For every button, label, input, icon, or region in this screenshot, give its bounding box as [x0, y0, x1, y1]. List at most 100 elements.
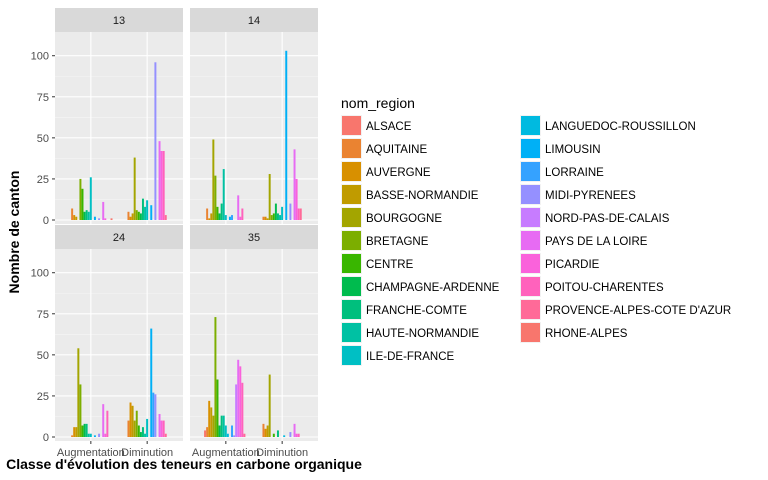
bar: [146, 200, 149, 220]
legend-swatch: [521, 162, 540, 181]
y-tick-label: 75: [37, 309, 49, 321]
bar: [299, 208, 302, 220]
bar: [293, 423, 296, 437]
x-tick-label: Augmentation: [57, 447, 125, 459]
legend-swatch: [342, 300, 361, 319]
facet-strip: [190, 8, 318, 32]
bar: [75, 427, 78, 437]
x-tick-label: Augmentation: [192, 447, 260, 459]
bar: [218, 425, 221, 437]
legend-item: LORRAINE: [520, 161, 604, 182]
legend-label: BASSE-NORMANDIE: [366, 190, 479, 202]
legend-item: FRANCHE-COMTE: [341, 299, 467, 320]
bar: [162, 420, 165, 437]
bar: [272, 213, 275, 220]
plot-background: [55, 249, 183, 441]
bar: [98, 218, 101, 220]
bar: [216, 206, 219, 220]
bar: [235, 384, 238, 437]
y-tick-label: 25: [37, 174, 49, 186]
bar: [164, 433, 167, 437]
legend: ALSACE AQUITAINE AUVERGNE BASSE-NORMANDIE BO…: [341, 115, 731, 366]
legend-item: CHAMPAGNE-ARDENNE: [341, 276, 500, 297]
legend-label: NORD-PAS-DE-CALAIS: [545, 213, 670, 225]
facet-strip: [55, 225, 183, 249]
bar: [218, 213, 221, 220]
bar: [285, 50, 288, 221]
bar: [158, 414, 161, 437]
bar: [98, 433, 101, 437]
bar: [264, 428, 267, 437]
bar: [274, 203, 277, 220]
legend-item: BOURGOGNE: [341, 207, 442, 228]
bar: [104, 433, 107, 437]
legend-swatch: [342, 277, 361, 296]
bar: [137, 211, 140, 220]
legend-item: ILE-DE-FRANCE: [341, 345, 455, 366]
bar: [266, 425, 269, 437]
bar: [297, 433, 300, 437]
bar: [276, 430, 279, 437]
bar: [81, 425, 84, 437]
bar: [133, 420, 136, 437]
bar: [233, 435, 236, 437]
bar: [73, 215, 76, 220]
bar: [154, 62, 157, 221]
legend-swatch: [342, 208, 361, 227]
facet-panel: 13 0 25 50 75 100: [31, 8, 183, 227]
facet-strip-label: 13: [113, 15, 125, 27]
bar: [281, 206, 284, 220]
bar: [150, 328, 153, 437]
bar: [79, 384, 82, 437]
legend-label: ALSACE: [366, 121, 412, 133]
bar: [160, 420, 163, 437]
legend-swatch: [521, 116, 540, 135]
legend-label: PAYS DE LA LOIRE: [545, 236, 648, 248]
legend-label: AQUITAINE: [366, 144, 427, 156]
bar: [135, 410, 138, 437]
bar: [214, 175, 217, 220]
y-axis-title: Nombre de canton: [6, 171, 22, 294]
legend-title: nom_region: [341, 95, 415, 111]
bar: [160, 151, 163, 220]
y-tick-label: 0: [43, 215, 49, 227]
y-tick-label: 100: [31, 268, 49, 280]
bar: [206, 427, 209, 437]
bar: [272, 433, 275, 437]
bar: [241, 208, 244, 220]
bar: [231, 425, 233, 437]
bar: [224, 215, 227, 220]
legend-swatch: [521, 231, 540, 250]
bar: [133, 157, 136, 220]
legend-swatch: [521, 277, 540, 296]
bar: [158, 141, 161, 220]
bar: [83, 211, 86, 220]
legend-item: AQUITAINE: [341, 138, 427, 159]
legend-swatch: [342, 254, 361, 273]
bar: [216, 379, 219, 437]
bar: [268, 174, 271, 220]
legend-item: NORD-PAS-DE-CALAIS: [520, 207, 670, 228]
bar: [106, 410, 109, 437]
bar: [237, 195, 240, 220]
bar: [266, 218, 269, 220]
bar: [293, 149, 296, 220]
bar: [144, 433, 147, 437]
bar: [164, 215, 167, 220]
bar: [85, 210, 88, 220]
legend-swatch: [521, 300, 540, 319]
facet-panel: 14: [190, 8, 318, 224]
bar: [131, 405, 134, 437]
legend-label: ILE-DE-FRANCE: [366, 351, 455, 363]
bar: [73, 427, 76, 437]
legend-label: LANGUEDOC-ROUSSILLON: [545, 121, 696, 133]
y-tick-label: 50: [37, 350, 49, 362]
bar: [77, 348, 80, 437]
bar: [89, 177, 92, 220]
bar: [110, 218, 113, 220]
legend-swatch: [521, 254, 540, 273]
bar: [127, 420, 130, 437]
